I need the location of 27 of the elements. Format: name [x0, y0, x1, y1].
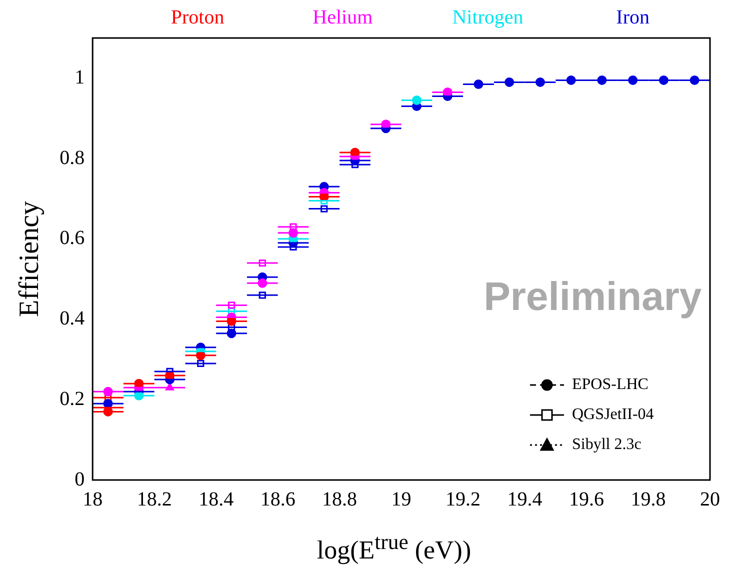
x-axis-title: log(E$^{true}$ (eV)): [316, 530, 472, 566]
y-tick-label: 0.2: [60, 388, 85, 410]
legend-label: Sibyll 2.3c: [572, 436, 642, 454]
y-tick-label: 0.6: [60, 227, 85, 250]
x-tick-label: 18.2: [136, 488, 172, 510]
y-tick-label: 0: [74, 468, 85, 490]
x-tick-label: 19.4: [507, 488, 542, 510]
text: Nitrogen: [452, 6, 524, 28]
legend-label: QGSJetII-04: [572, 406, 654, 424]
y-axis-title: Efficiency: [14, 200, 46, 318]
text: Proton: [170, 6, 224, 28]
x-tick-label: 19.2: [446, 488, 481, 510]
y-tick-label: 1: [74, 66, 85, 88]
x-tick-label: 18.6: [260, 488, 296, 510]
x-tick-label: 18.8: [322, 488, 358, 510]
x-tick-label: 20: [700, 488, 720, 510]
y-tick-label: 0.8: [60, 146, 85, 169]
text: Iron: [616, 6, 650, 28]
text: Helium: [312, 6, 374, 28]
x-tick-label: 19.6: [569, 488, 604, 510]
y-tick-label: 0.4: [60, 308, 85, 330]
legend-label: EPOS-LHC: [572, 376, 648, 394]
x-tick-label: 18.4: [198, 488, 234, 510]
x-tick-label: 19.8: [630, 488, 666, 510]
x-tick-label: 18: [82, 488, 103, 510]
annotation: Preliminary: [484, 274, 702, 319]
x-tick-label: 19: [391, 488, 412, 510]
